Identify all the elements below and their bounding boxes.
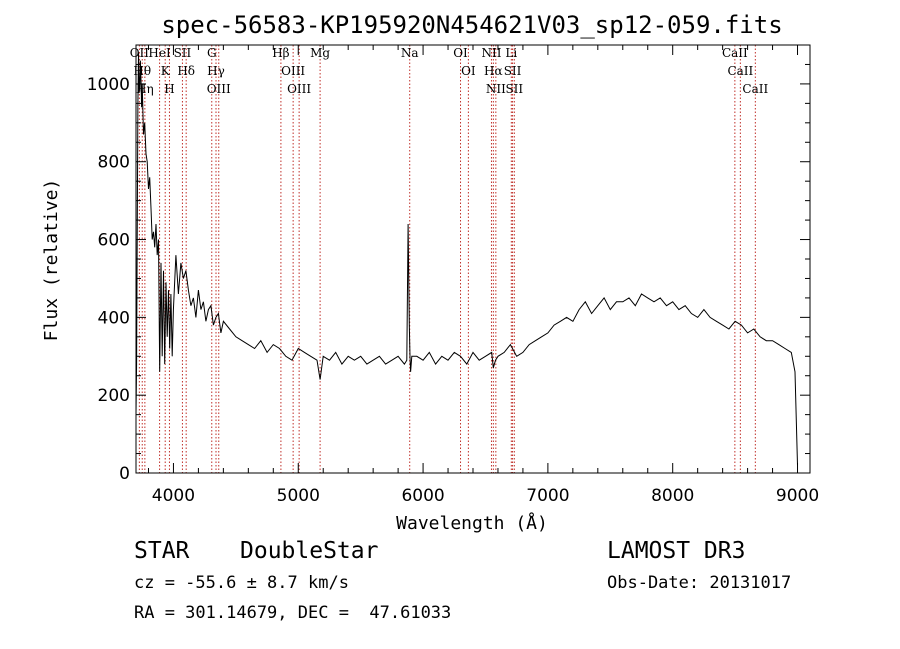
flux-series-group [135,52,798,466]
line-label-22: SII [504,64,522,78]
line-label-0: OII [130,46,150,60]
line-label-23: SII [505,82,523,96]
line-label-13: OIII [287,82,311,96]
survey-name: LAMOST DR3 [607,538,746,564]
x-axis: 4000 5000 6000 7000 8000 9000 [147,45,819,506]
y-tick-label-400: 400 [98,308,130,328]
line-label-10: OIII [207,82,231,96]
line-label-5: H [164,82,174,96]
line-label-19: Hα [484,64,503,78]
x-tick-label-6000: 6000 [401,486,444,506]
line-label-16: OI [453,46,468,60]
chart-title: spec-56583-KP195920N454621V03_sp12-059.f… [161,11,782,39]
redshift-velocity: cz = -55.6 ± 8.7 km/s [134,573,349,593]
line-label-17: OI [461,64,476,78]
line-label-20: NII [486,82,506,96]
line-label-7: Hδ [177,64,195,78]
x-tick-label-7000: 7000 [526,486,569,506]
line-label-2: Hη [136,82,154,96]
line-label-3: HeI [148,46,171,60]
ra-dec-coordinates: RA = 301.14679, DEC = 47.61033 [134,603,452,623]
object-class: STAR [134,538,190,564]
line-label-15: Na [401,46,419,60]
line-label-11: Hβ [272,46,289,60]
spectral-line-markers [138,45,756,473]
y-tick-label-200: 200 [98,386,130,406]
line-label-14: Mg [310,46,330,60]
x-tick-label-4000: 4000 [152,486,195,506]
line-label-9: Hγ [207,64,225,78]
y-tick-label-1000: 1000 [87,75,130,95]
line-label-24: CaII [722,46,748,60]
flux-series-line-0 [135,52,798,466]
line-label-26: CaII [742,82,768,96]
x-tick-label-9000: 9000 [776,486,819,506]
object-subclass: DoubleStar [240,538,379,564]
line-label-21: Li [505,46,517,60]
x-axis-label: Wavelength (Å) [396,512,548,534]
line-label-25: CaII [727,64,753,78]
plot-frame [135,44,811,474]
y-axis-label: Flux (relative) [41,179,62,342]
line-label-6: SII [174,46,192,60]
y-tick-label-800: 800 [98,153,130,173]
line-label-18: NII [481,46,501,60]
line-label-4: K [161,64,171,78]
line-label-12: OIII [281,64,305,78]
x-tick-label-5000: 5000 [277,486,320,506]
observation-date: Obs-Date: 20131017 [607,573,792,593]
y-tick-label-0: 0 [119,464,130,484]
line-label-8: G [207,46,217,60]
y-axis: 0 200 400 600 800 1000 [87,44,810,484]
y-tick-label-600: 600 [98,231,130,251]
x-tick-label-8000: 8000 [651,486,694,506]
